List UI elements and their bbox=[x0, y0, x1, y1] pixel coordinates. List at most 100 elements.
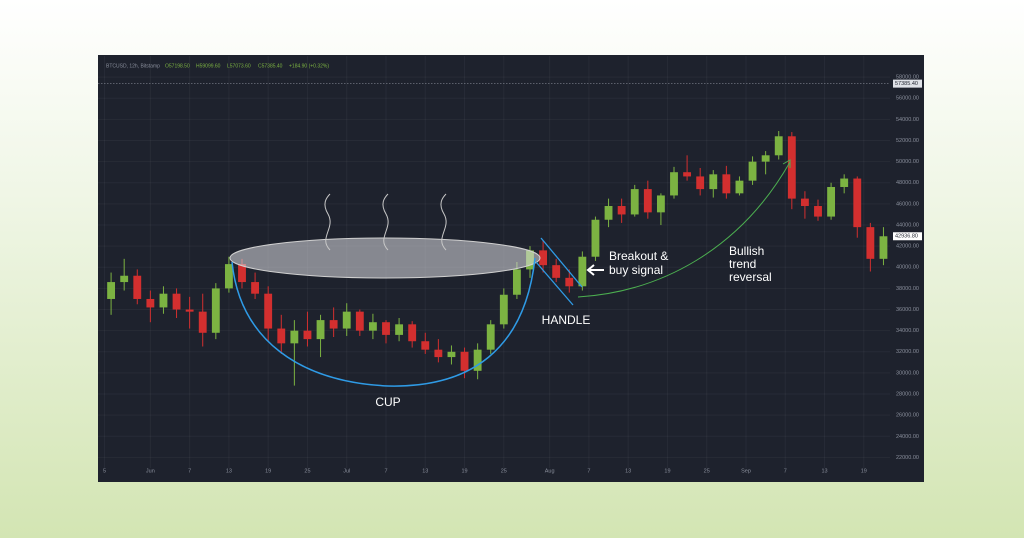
candle-body bbox=[748, 161, 757, 181]
x-tick-label: 13 bbox=[821, 468, 827, 474]
candle-body bbox=[814, 206, 822, 217]
candle-body bbox=[368, 322, 377, 331]
reversal-label: reversal bbox=[729, 270, 772, 284]
x-tick-label: Jun bbox=[146, 468, 155, 474]
candle-body bbox=[238, 264, 246, 283]
candle-body bbox=[722, 174, 731, 194]
y-tick-label: 44000.00 bbox=[896, 222, 919, 228]
y-tick-label: 36000.00 bbox=[896, 307, 919, 313]
candle-body bbox=[395, 324, 404, 335]
candle-body bbox=[329, 320, 338, 329]
y-tick-label: 24000.00 bbox=[896, 434, 919, 440]
candle-body bbox=[578, 256, 587, 287]
trend-arrow bbox=[577, 161, 791, 298]
annotations: CUP HANDLE Breakout & buy signal Bullish… bbox=[229, 159, 791, 409]
y-tick-label: 34000.00 bbox=[896, 328, 919, 334]
candle-body bbox=[434, 349, 443, 358]
y-tick-label: 54000.00 bbox=[896, 117, 919, 123]
ohlc-value: H59099.60 bbox=[196, 63, 221, 69]
candle-body bbox=[185, 309, 194, 312]
candle-body bbox=[879, 236, 888, 259]
ohlc-value: L57073.60 bbox=[227, 63, 251, 69]
x-tick-label: 19 bbox=[664, 468, 670, 474]
candle-body bbox=[251, 282, 260, 294]
last-price-label: 42936.80 bbox=[895, 234, 918, 240]
signal-arrow-head bbox=[586, 264, 595, 276]
x-tick-label: 7 bbox=[384, 468, 387, 474]
x-tick-label: Jul bbox=[343, 468, 350, 474]
y-tick-label: 40000.00 bbox=[896, 265, 919, 271]
candle-body bbox=[198, 311, 207, 333]
y-tick-label: 28000.00 bbox=[896, 392, 919, 398]
candle-body bbox=[107, 282, 116, 299]
reversal-label: Bullish bbox=[729, 244, 764, 258]
cup-rim bbox=[229, 237, 541, 279]
x-tick-label: 5 bbox=[103, 468, 106, 474]
cup-curve bbox=[231, 257, 536, 387]
candle-body bbox=[277, 328, 286, 344]
candle-body bbox=[696, 176, 705, 190]
x-tick-label: 7 bbox=[587, 468, 590, 474]
candle-body bbox=[120, 275, 129, 283]
y-tick-label: 26000.00 bbox=[896, 413, 919, 419]
candle-body bbox=[670, 172, 678, 196]
x-tick-label: 7 bbox=[188, 468, 191, 474]
x-tick-label: 13 bbox=[625, 468, 631, 474]
ohlc-value: O57198.50 bbox=[165, 63, 190, 69]
y-tick-label: 48000.00 bbox=[896, 180, 919, 186]
candle-body bbox=[827, 186, 836, 217]
candle-body bbox=[853, 178, 862, 228]
candle-body bbox=[630, 189, 639, 215]
y-tick-label: 56000.00 bbox=[896, 96, 919, 102]
candle-body bbox=[447, 351, 456, 358]
candle-body bbox=[290, 330, 299, 344]
price-line-label: 57385.40 bbox=[895, 81, 918, 87]
candle-body bbox=[774, 136, 783, 156]
candle-body bbox=[643, 189, 652, 213]
candle-body bbox=[224, 264, 233, 289]
x-tick-label: 25 bbox=[704, 468, 710, 474]
candle-body bbox=[342, 311, 351, 329]
x-tick-label: 19 bbox=[265, 468, 271, 474]
steam bbox=[324, 193, 331, 251]
candle-body bbox=[486, 324, 495, 350]
candle-body bbox=[709, 174, 718, 190]
candle-body bbox=[303, 330, 312, 340]
candle-body bbox=[656, 195, 665, 213]
price-line-box bbox=[893, 79, 922, 88]
breakout-label: buy signal bbox=[609, 263, 663, 277]
candle-body bbox=[159, 293, 168, 308]
y-tick-label: 58000.00 bbox=[896, 75, 919, 81]
candle-body bbox=[211, 288, 220, 333]
y-tick-label: 22000.00 bbox=[896, 455, 919, 461]
y-tick-label: 30000.00 bbox=[896, 370, 919, 376]
trend-arrow-head bbox=[782, 159, 791, 168]
candle-body bbox=[355, 311, 364, 331]
candle-body bbox=[408, 324, 417, 342]
reversal-label: trend bbox=[729, 257, 756, 271]
x-tick-label: 19 bbox=[461, 468, 467, 474]
y-tick-label: 38000.00 bbox=[896, 286, 919, 292]
cup-label: CUP bbox=[375, 395, 400, 409]
chart-title: BTCUSD, 12h, Bitstamp bbox=[106, 63, 160, 69]
x-tick-label: 13 bbox=[226, 468, 232, 474]
ohlc-value: C57385.40 bbox=[258, 63, 283, 69]
y-tick-label: 32000.00 bbox=[896, 349, 919, 355]
candle-body bbox=[761, 155, 770, 162]
candle-body bbox=[264, 293, 273, 329]
candle-body bbox=[866, 227, 875, 259]
candle-body bbox=[172, 293, 181, 310]
candle-body bbox=[539, 250, 548, 266]
handle-line bbox=[540, 237, 583, 288]
candle-body bbox=[565, 277, 574, 287]
x-tick-label: Sep bbox=[741, 468, 751, 474]
candle-body bbox=[552, 265, 561, 278]
x-tick-label: 19 bbox=[861, 468, 867, 474]
steam bbox=[440, 193, 447, 251]
breakout-label: Breakout & bbox=[609, 249, 668, 263]
candle-body bbox=[316, 320, 325, 340]
candle-body bbox=[735, 180, 744, 194]
ohlc-value: +184.90 (+0.32%) bbox=[289, 63, 329, 69]
handle-label: HANDLE bbox=[542, 313, 591, 327]
candle-body bbox=[683, 172, 692, 177]
